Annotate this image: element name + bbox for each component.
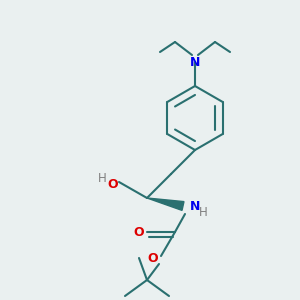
- Text: O: O: [148, 251, 158, 265]
- Text: O: O: [108, 178, 118, 190]
- Polygon shape: [147, 198, 184, 210]
- Text: N: N: [190, 200, 200, 214]
- Text: H: H: [199, 206, 208, 218]
- Text: H: H: [98, 172, 106, 184]
- Text: N: N: [190, 56, 200, 68]
- Text: O: O: [134, 226, 144, 239]
